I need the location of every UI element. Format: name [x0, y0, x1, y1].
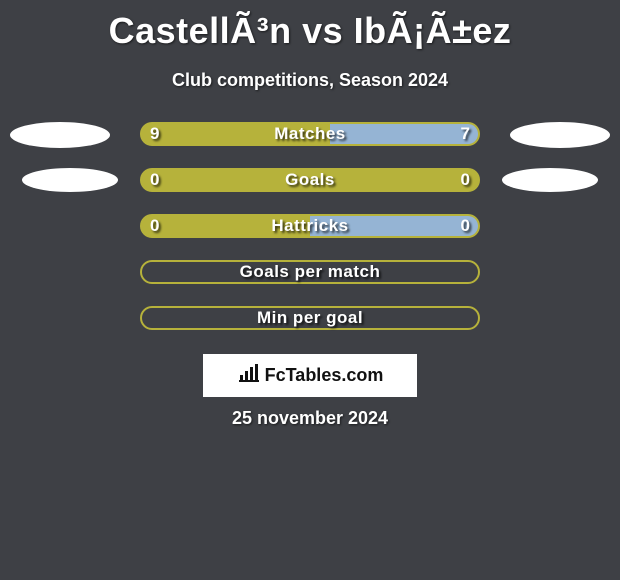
right-ellipse — [510, 122, 610, 148]
page-title: CastellÃ³n vs IbÃ¡Ã±ez — [0, 0, 620, 52]
page-subtitle: Club competitions, Season 2024 — [0, 70, 620, 91]
bar-chart-icon — [237, 363, 261, 388]
left-ellipse — [10, 122, 110, 148]
brand-label: FcTables.com — [265, 365, 384, 386]
bar-track — [140, 122, 480, 146]
bar-right-fill — [310, 216, 478, 236]
bar-left-fill — [142, 170, 310, 190]
comparison-rows: Matches97Goals00Hattricks00Goals per mat… — [0, 122, 620, 352]
right-ellipse — [502, 168, 598, 192]
bar-track — [140, 306, 480, 330]
comparison-row: Goals00 — [0, 168, 620, 214]
date-line: 25 november 2024 — [0, 408, 620, 429]
brand-box[interactable]: FcTables.com — [203, 354, 417, 397]
bar-track — [140, 260, 480, 284]
left-ellipse — [22, 168, 118, 192]
bar-right-fill — [310, 170, 478, 190]
comparison-row: Hattricks00 — [0, 214, 620, 260]
bar-left-fill — [142, 124, 330, 144]
comparison-row: Goals per match — [0, 260, 620, 306]
bar-track — [140, 214, 480, 238]
comparison-row: Min per goal — [0, 306, 620, 352]
bar-right-fill — [330, 124, 478, 144]
comparison-row: Matches97 — [0, 122, 620, 168]
bar-track — [140, 168, 480, 192]
bar-left-fill — [142, 216, 310, 236]
